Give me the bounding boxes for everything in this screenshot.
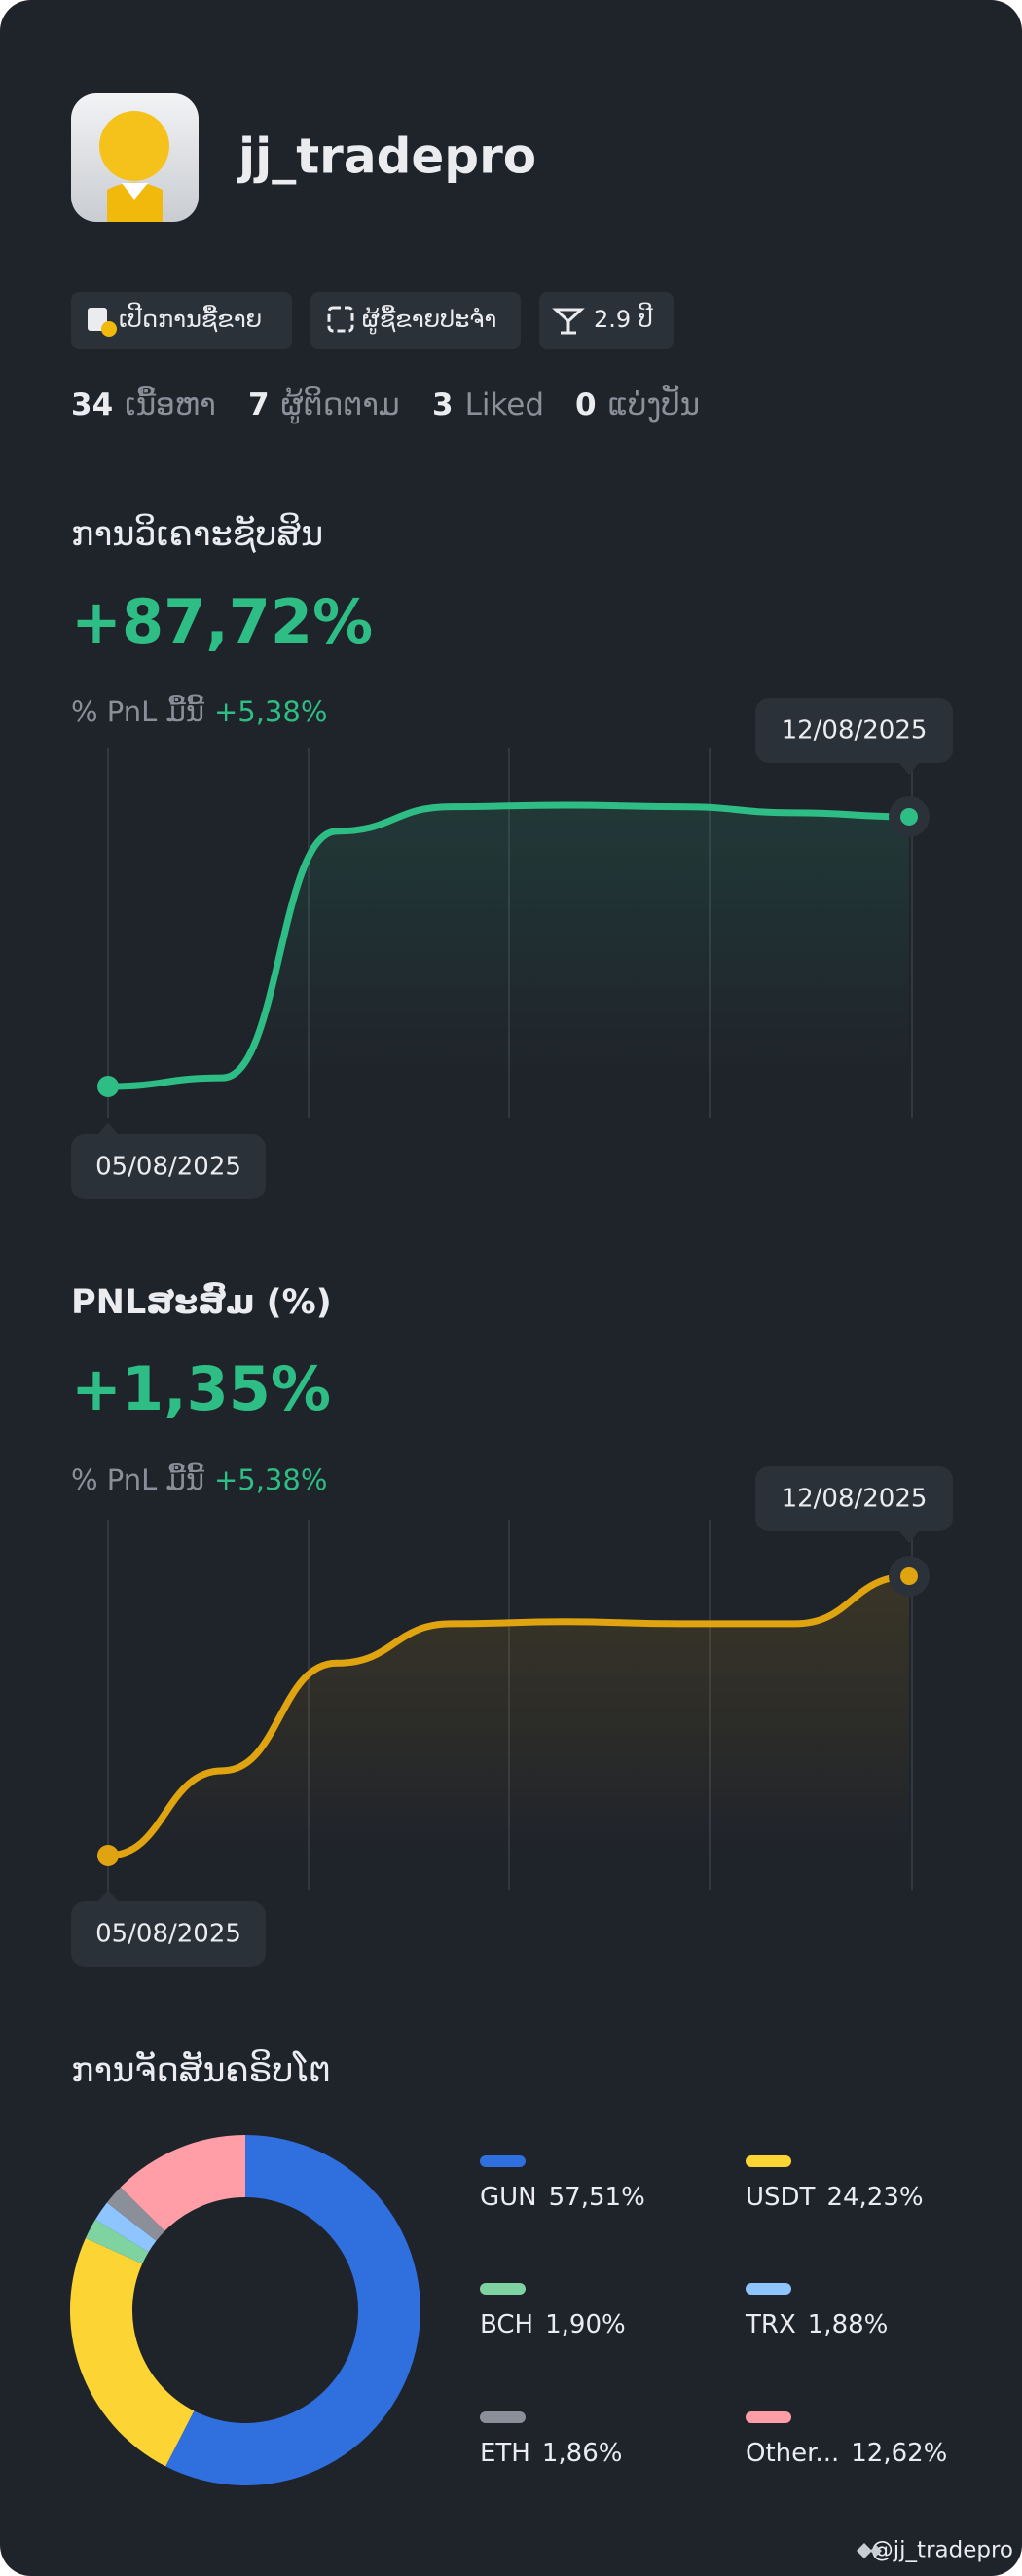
stat: 3 Liked (432, 387, 544, 423)
stat-label: ແບ່ງປັນ (608, 385, 701, 422)
tooltip (71, 1901, 266, 1967)
stat: 7 ຜູ້ຕິດຕາມ (248, 386, 400, 423)
tooltip-label: 12/08/2025 (782, 717, 928, 746)
tooltip-pointer (98, 1122, 118, 1134)
legend-value: 24,23% (826, 2183, 923, 2212)
stat-label: ຜູ້ຕິດຕາມ (281, 386, 400, 423)
legend-entry: Other... 12,62% (746, 2439, 947, 2468)
badge-row: ເປີດການຊື້ຂາຍ ຜູ້ຊື້ຂາຍປະຈໍາ 2.9 ປີ (71, 292, 674, 349)
legend-value: 1,86% (542, 2439, 623, 2468)
legend-entry: TRX 1,88% (745, 2310, 888, 2339)
area (108, 1576, 909, 1856)
legend-name: BCH (480, 2310, 533, 2339)
stat-count: 3 (432, 387, 454, 423)
line (104, 801, 913, 1090)
donut-segment (70, 2238, 195, 2467)
tooltip-pointer (899, 1531, 919, 1543)
stat-label: ເນື້ອຫາ (125, 386, 216, 422)
headline-value: +87,72% (71, 586, 373, 657)
pnl-label: % PnL ມື້ນີ້ (71, 1463, 204, 1496)
legend-swatch (746, 2155, 791, 2167)
footer-watermark: @jj_tradepro (871, 2538, 1013, 2563)
stat-count: 7 (248, 387, 270, 423)
stat-count: 34 (71, 387, 113, 423)
legend-swatch (480, 2155, 526, 2167)
badge-label: ຜູ້ຊື້ຂາຍປະຈໍາ (362, 305, 496, 335)
stat-label: Liked (465, 387, 544, 423)
tooltip-pointer (899, 763, 919, 775)
section-title: ການຈັດສັນຄຣິບໂຕ (71, 2049, 331, 2090)
section-title: ການວິເຄາະຊັບສິນ (71, 512, 323, 554)
legend-swatch (746, 2283, 791, 2295)
legend-swatch (746, 2411, 791, 2423)
badge-label: ເປີດການຊື້ຂາຍ (119, 302, 262, 333)
headline-value: +1,35% (71, 1353, 331, 1424)
end-point (900, 807, 918, 826)
legend-value: 1,90% (545, 2310, 626, 2339)
legend-name: USDT (746, 2183, 816, 2212)
legend-entry: USDT 24,23% (746, 2183, 924, 2212)
tooltip-label: 05/08/2025 (95, 1920, 241, 1949)
donut-segment (165, 2135, 420, 2485)
badge-label: 2.9 ປີ (594, 302, 653, 333)
tooltip (755, 1466, 953, 1531)
start-point (97, 1076, 119, 1097)
pnl-today: % PnL ມື້ນີ້ +5,38% (71, 1463, 327, 1496)
line (104, 1572, 913, 1859)
logo (857, 2543, 882, 2558)
pnl-value: +5,38% (214, 1463, 327, 1496)
legend-value: 1,88% (808, 2310, 889, 2339)
legend-entry: BCH 1,90% (480, 2310, 626, 2339)
pnl-label: % PnL ມື້ນີ້ (71, 695, 204, 728)
tooltip-label: 12/08/2025 (782, 1485, 928, 1514)
username: jj_tradepro (237, 129, 536, 185)
donut-segment (120, 2135, 245, 2231)
legend-name: ETH (480, 2439, 530, 2468)
legend-name: GUN (480, 2183, 537, 2212)
stat: 0 ແບ່ງປັນ (575, 385, 700, 422)
tooltip-label: 05/08/2025 (95, 1153, 241, 1182)
legend-name: Other... (746, 2439, 839, 2468)
legend-value: 57,51% (549, 2183, 645, 2212)
legend-entry: GUN 57,51% (480, 2183, 645, 2212)
pnl-today: % PnL ມື້ນີ້ +5,38% (71, 695, 327, 728)
donut-segment (94, 2202, 157, 2253)
stat-count: 0 (575, 387, 597, 423)
donut-segment (85, 2220, 149, 2264)
area (108, 805, 909, 1086)
pnl-value: +5,38% (214, 695, 327, 728)
section-title: PNLສະສົມ (%) (71, 1280, 332, 1322)
avatar (71, 93, 199, 222)
stat: 34 ເນື້ອຫາ (71, 386, 216, 422)
legend-value: 12,62% (851, 2439, 947, 2468)
start-point (97, 1845, 119, 1866)
legend-entry: ETH 1,86% (480, 2439, 622, 2468)
tooltip (71, 1134, 266, 1199)
legend-swatch (480, 2283, 526, 2295)
tooltip (755, 698, 953, 763)
end-point (900, 1567, 918, 1585)
legend-swatch (480, 2411, 526, 2423)
tooltip-pointer (98, 1890, 118, 1901)
donut-segment (106, 2187, 165, 2241)
legend-name: TRX (745, 2310, 796, 2339)
